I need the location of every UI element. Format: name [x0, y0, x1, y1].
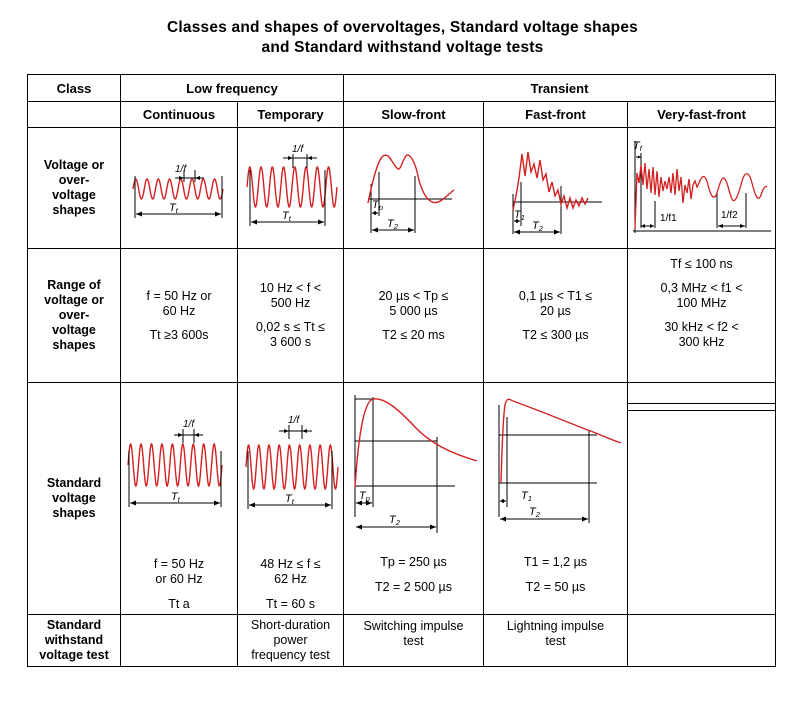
row-label-test: Standard withstand voltage test [27, 614, 121, 667]
header-low-frequency: Low frequency [120, 74, 344, 102]
label-t2: T2 [387, 218, 399, 231]
label-tf: Tf [633, 140, 643, 153]
standard-fast-front-values: T1 = 1,2 µs T2 = 50 µs [523, 555, 588, 594]
test-slow-front: Switching impulse test [343, 614, 484, 667]
label-tt: Tt [285, 493, 295, 506]
label-1-over-f: 1/f [288, 415, 300, 426]
header-class: Class [27, 74, 121, 102]
title-line-2: and Standard withstand voltage tests [261, 39, 544, 56]
standard-temporary-values: 48 Hz ≤ f ≤62 Hz Tt = 60 s [260, 557, 321, 611]
label-1-over-f2: 1/f2 [721, 210, 738, 221]
standard-very-fast-front-lines [628, 402, 775, 411]
standard-slow-front-waveform [353, 398, 477, 488]
label-1-over-f: 1/f [292, 144, 304, 155]
label-t1: T1 [514, 209, 525, 222]
header-very-fast-front: Very-fast-front [626, 101, 777, 128]
standard-temporary-waveform [244, 443, 339, 491]
standard-continuous-waveform [127, 442, 223, 488]
range-continuous: f = 50 Hz or 60 Hz Tt ≥3 600s [120, 248, 238, 383]
temporary-shape-figure: 1/f Tt [245, 144, 338, 226]
range-slow-front: 20 µs < Tp ≤5 000 µs T2 ≤ 20 ms [343, 248, 484, 383]
standard-continuous-cell: 1/f Tt f = 50 Hz or 60 Hz Tt a [120, 382, 238, 615]
header-transient: Transient [342, 74, 777, 102]
standard-slow-front-values: Tp = 250 µs T2 = 2 500 µs [374, 555, 453, 594]
slow-front-waveform [366, 154, 454, 204]
range-very-fast-front: Tf ≤ 100 ns 0,3 MHz < f1 <100 MHz 30 kHz… [626, 248, 777, 383]
row-label-standard: Standard voltage shapes [27, 382, 121, 615]
fast-front-shape-figure: T1 T2 [511, 151, 602, 235]
label-t2: T2 [529, 506, 541, 519]
label-tp: Tp [372, 199, 383, 212]
label-1-over-f1: 1/f1 [660, 213, 677, 224]
temporary-waveform [245, 166, 338, 208]
test-fast-front: Lightning impulse test [483, 614, 628, 667]
label-tt: Tt [169, 202, 179, 215]
test-continuous [120, 614, 238, 667]
overvoltage-table: Class Low frequency Transient Continuous… [27, 74, 777, 667]
fast-front-waveform [511, 151, 589, 211]
standard-temporary-cell: 1/f Tt 48 Hz ≤ f ≤62 Hz Tt = 60 s [237, 382, 344, 615]
header-continuous: Continuous [120, 101, 238, 128]
header-empty [27, 101, 121, 128]
label-t2: T2 [389, 514, 401, 527]
title-line-1: Classes and shapes of overvoltages, Stan… [167, 19, 638, 36]
slow-front-shape-figure: Tp T2 [366, 154, 454, 233]
standard-temporary-figure: 1/f Tt [244, 415, 339, 509]
row-label-shapes: Voltage or over- voltage shapes [27, 127, 121, 249]
label-tt: Tt [282, 210, 292, 223]
label-t1: T1 [521, 490, 532, 503]
standard-continuous-figure: 1/f Tt [127, 419, 223, 507]
standard-fast-front-figure: T1 T2 [498, 398, 621, 523]
header-temporary: Temporary [237, 101, 344, 128]
label-t2: T2 [532, 220, 544, 233]
continuous-shape-figure: 1/f Tt [132, 164, 224, 218]
shape-slow-front-cell: Tp T2 [343, 127, 484, 249]
row-label-range: Range of voltage or over- voltage shapes [27, 248, 121, 383]
standard-fast-front-waveform [499, 398, 621, 484]
standard-fast-front-cell: T1 T2 T1 = 1,2 µs T2 = 50 µs [483, 382, 628, 615]
standard-very-fast-front-cell [626, 382, 777, 615]
shape-fast-front-cell: T1 T2 [483, 127, 628, 249]
label-tt: Tt [171, 491, 181, 504]
range-fast-front: 0,1 µs < T1 ≤20 µs T2 ≤ 300 µs [483, 248, 628, 383]
range-temporary: 10 Hz < f <500 Hz 0,02 s ≤ Tt ≤3 600 s [237, 248, 344, 383]
very-fast-front-waveform [633, 162, 767, 230]
standard-continuous-values: f = 50 Hz or 60 Hz Tt a [153, 557, 205, 611]
label-tp: Tp [359, 490, 370, 503]
very-fast-front-shape-figure: Tf 1/f1 1/f2 [632, 140, 771, 233]
shape-very-fast-front-cell: Tf 1/f1 1/f2 [626, 127, 777, 249]
standard-slow-front-figure: Tp T2 [353, 395, 477, 533]
label-1-over-f: 1/f [175, 164, 187, 175]
shape-continuous-cell: 1/f Tt [120, 127, 238, 249]
header-slow-front: Slow-front [343, 101, 484, 128]
header-fast-front: Fast-front [483, 101, 628, 128]
test-temporary: Short-duration power frequency test [237, 614, 344, 667]
shape-temporary-cell: 1/f Tt [237, 127, 344, 249]
page-title: Classes and shapes of overvoltages, Stan… [0, 18, 805, 58]
standard-slow-front-cell: Tp T2 Tp = 250 µs T2 = 2 500 µs [343, 382, 484, 615]
test-very-fast-front [626, 614, 777, 667]
label-1-over-f: 1/f [183, 419, 195, 430]
continuous-waveform [132, 178, 224, 200]
